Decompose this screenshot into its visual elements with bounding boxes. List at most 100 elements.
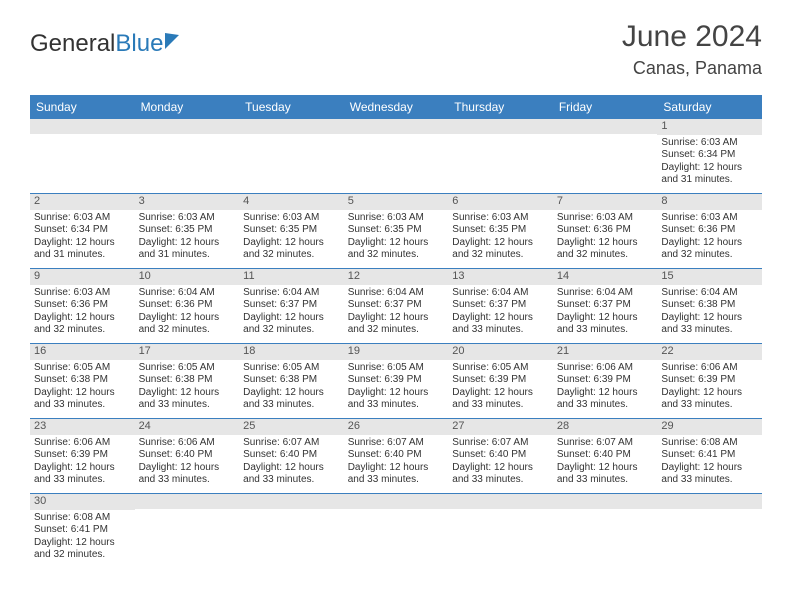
- sunrise-line: Sunrise: 6:03 AM: [452, 212, 549, 225]
- day-cell: 5Sunrise: 6:03 AMSunset: 6:35 PMDaylight…: [344, 194, 449, 268]
- daylight-line: Daylight: 12 hours and 33 minutes.: [557, 312, 654, 337]
- logo-text: GeneralBlue: [30, 30, 163, 58]
- sunrise-line: Sunrise: 6:03 AM: [34, 212, 131, 225]
- day-header: Saturday: [657, 95, 762, 119]
- sunset-line: Sunset: 6:41 PM: [661, 449, 758, 462]
- logo-part1: General: [30, 30, 115, 57]
- day-number: 16: [30, 344, 135, 360]
- sunset-line: Sunset: 6:37 PM: [452, 299, 549, 312]
- daylight-line: Daylight: 12 hours and 32 minutes.: [452, 237, 549, 262]
- day-number: 19: [344, 344, 449, 360]
- logo-part2: Blue: [115, 30, 163, 57]
- day-cell: 19 Sunrise: 6:05 AMSunset: 6:39 PMDayligh…: [344, 344, 449, 418]
- sunrise-line: Sunrise: 6:07 AM: [243, 437, 340, 450]
- day-cell: [135, 494, 240, 568]
- daylight-line: Daylight: 12 hours and 33 minutes.: [139, 387, 236, 412]
- day-cell: 3Sunrise: 6:03 AMSunset: 6:35 PMDaylight…: [135, 194, 240, 268]
- day-number: 14: [553, 269, 658, 285]
- day-number: 18: [239, 344, 344, 360]
- day-cell: [657, 494, 762, 568]
- sunrise-line: Sunrise: 6:08 AM: [661, 437, 758, 450]
- day-cell: 7Sunrise: 6:03 AMSunset: 6:36 PMDaylight…: [553, 194, 658, 268]
- day-number: 27: [448, 419, 553, 435]
- daylight-line: Daylight: 12 hours and 33 minutes.: [661, 462, 758, 487]
- daylight-line: Daylight: 12 hours and 33 minutes.: [452, 462, 549, 487]
- sunset-line: Sunset: 6:40 PM: [348, 449, 445, 462]
- day-number: [553, 119, 658, 134]
- sunset-line: Sunset: 6:34 PM: [661, 149, 758, 162]
- day-number: [448, 494, 553, 509]
- daylight-line: Daylight: 12 hours and 32 minutes.: [139, 312, 236, 337]
- daylight-line: Daylight: 12 hours and 33 minutes.: [139, 462, 236, 487]
- day-number: 17: [135, 344, 240, 360]
- sunrise-line: Sunrise: 6:03 AM: [139, 212, 236, 225]
- sunset-line: Sunset: 6:39 PM: [348, 374, 445, 387]
- day-cell: 12Sunrise: 6:04 AMSunset: 6:37 PMDayligh…: [344, 269, 449, 343]
- day-cell: 9Sunrise: 6:03 AMSunset: 6:36 PMDaylight…: [30, 269, 135, 343]
- daylight-line: Daylight: 12 hours and 31 minutes.: [661, 162, 758, 187]
- day-number: 1: [657, 119, 762, 135]
- day-cell: 28Sunrise: 6:07 AMSunset: 6:40 PMDayligh…: [553, 419, 658, 493]
- day-cell: 4Sunrise: 6:03 AMSunset: 6:35 PMDaylight…: [239, 194, 344, 268]
- day-number: 23: [30, 419, 135, 435]
- week-row: 1 Sunrise: 6:03 AMSunset: 6:34 PMDaylight…: [30, 119, 762, 194]
- sunset-line: Sunset: 6:37 PM: [243, 299, 340, 312]
- sunset-line: Sunset: 6:38 PM: [139, 374, 236, 387]
- sunrise-line: Sunrise: 6:05 AM: [34, 362, 131, 375]
- daylight-line: Daylight: 12 hours and 32 minutes.: [34, 312, 131, 337]
- daylight-line: Daylight: 12 hours and 33 minutes.: [34, 462, 131, 487]
- day-number: 3: [135, 194, 240, 210]
- day-cell: [344, 494, 449, 568]
- sunrise-line: Sunrise: 6:05 AM: [348, 362, 445, 375]
- day-cell: 8Sunrise: 6:03 AMSunset: 6:36 PMDaylight…: [657, 194, 762, 268]
- sunset-line: Sunset: 6:40 PM: [557, 449, 654, 462]
- day-cell: 22Sunrise: 6:06 AMSunset: 6:39 PMDayligh…: [657, 344, 762, 418]
- sunrise-line: Sunrise: 6:05 AM: [452, 362, 549, 375]
- day-cell: 20Sunrise: 6:05 AMSunset: 6:39 PMDayligh…: [448, 344, 553, 418]
- day-number: [657, 494, 762, 509]
- day-number: [553, 494, 658, 509]
- day-number: 2: [30, 194, 135, 210]
- sunset-line: Sunset: 6:37 PM: [557, 299, 654, 312]
- daylight-line: Daylight: 12 hours and 33 minutes.: [34, 387, 131, 412]
- day-cell: 15Sunrise: 6:04 AMSunset: 6:38 PMDayligh…: [657, 269, 762, 343]
- daylight-line: Daylight: 12 hours and 33 minutes.: [452, 312, 549, 337]
- day-header: Thursday: [448, 95, 553, 119]
- day-number: 7: [553, 194, 658, 210]
- sunrise-line: Sunrise: 6:04 AM: [348, 287, 445, 300]
- day-header: Wednesday: [344, 95, 449, 119]
- daylight-line: Daylight: 12 hours and 32 minutes.: [243, 312, 340, 337]
- day-header: Friday: [553, 95, 658, 119]
- day-cell: 23 Sunrise: 6:06 AMSunset: 6:39 PMDayligh…: [30, 419, 135, 493]
- day-cell: [448, 119, 553, 193]
- week-row: 9Sunrise: 6:03 AMSunset: 6:36 PMDaylight…: [30, 269, 762, 344]
- day-number: 22: [657, 344, 762, 360]
- daylight-line: Daylight: 12 hours and 32 minutes.: [348, 312, 445, 337]
- day-cell: 29Sunrise: 6:08 AMSunset: 6:41 PMDayligh…: [657, 419, 762, 493]
- sunrise-line: Sunrise: 6:08 AM: [34, 512, 131, 525]
- day-cell: [344, 119, 449, 193]
- day-number: [239, 119, 344, 134]
- week-row: 30Sunrise: 6:08 AMSunset: 6:41 PMDayligh…: [30, 494, 762, 568]
- daylight-line: Daylight: 12 hours and 33 minutes.: [348, 387, 445, 412]
- sunset-line: Sunset: 6:39 PM: [452, 374, 549, 387]
- day-number: [239, 494, 344, 509]
- day-number: 6: [448, 194, 553, 210]
- day-cell: 17Sunrise: 6:05 AMSunset: 6:38 PMDayligh…: [135, 344, 240, 418]
- day-number: 15: [657, 269, 762, 285]
- sunrise-line: Sunrise: 6:03 AM: [348, 212, 445, 225]
- sunrise-line: Sunrise: 6:03 AM: [34, 287, 131, 300]
- day-header: Tuesday: [239, 95, 344, 119]
- sunrise-line: Sunrise: 6:03 AM: [243, 212, 340, 225]
- day-cell: 26Sunrise: 6:07 AMSunset: 6:40 PMDayligh…: [344, 419, 449, 493]
- sunset-line: Sunset: 6:39 PM: [34, 449, 131, 462]
- day-number: [30, 119, 135, 134]
- day-cell: [553, 119, 658, 193]
- sunrise-line: Sunrise: 6:03 AM: [661, 137, 758, 150]
- sunrise-line: Sunrise: 6:07 AM: [557, 437, 654, 450]
- sunset-line: Sunset: 6:34 PM: [34, 224, 131, 237]
- sunrise-line: Sunrise: 6:06 AM: [34, 437, 131, 450]
- sunrise-line: Sunrise: 6:06 AM: [557, 362, 654, 375]
- daylight-line: Daylight: 12 hours and 33 minutes.: [661, 312, 758, 337]
- sunset-line: Sunset: 6:38 PM: [243, 374, 340, 387]
